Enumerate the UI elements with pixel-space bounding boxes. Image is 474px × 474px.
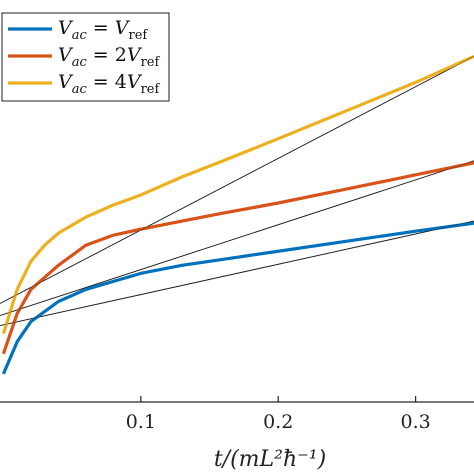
legend-label-1: Vac = Vref xyxy=(58,17,148,43)
series-line-1 xyxy=(1,221,474,375)
x-axis-label: t/(mL²ħ⁻¹) xyxy=(214,447,326,472)
legend-label-2: Vac = 2Vref xyxy=(58,44,161,70)
series-line-3 xyxy=(1,54,474,335)
plot-area: 0.1 0.2 0.3 xyxy=(0,54,474,433)
legend-label-3: Vac = 4Vref xyxy=(58,71,161,97)
series-lines xyxy=(0,54,474,375)
x-tick-label: 0.1 xyxy=(126,411,156,433)
x-tick-label: 0.3 xyxy=(400,411,430,433)
series-line-2 xyxy=(1,161,474,355)
x-ticks: 0.1 0.2 0.3 xyxy=(126,396,431,433)
fit-line-overlay-3 xyxy=(0,56,474,304)
x-tick-label: 0.2 xyxy=(263,411,293,433)
fit-line-overlay-1 xyxy=(0,220,474,326)
fit-line-overlay-2 xyxy=(0,160,474,316)
